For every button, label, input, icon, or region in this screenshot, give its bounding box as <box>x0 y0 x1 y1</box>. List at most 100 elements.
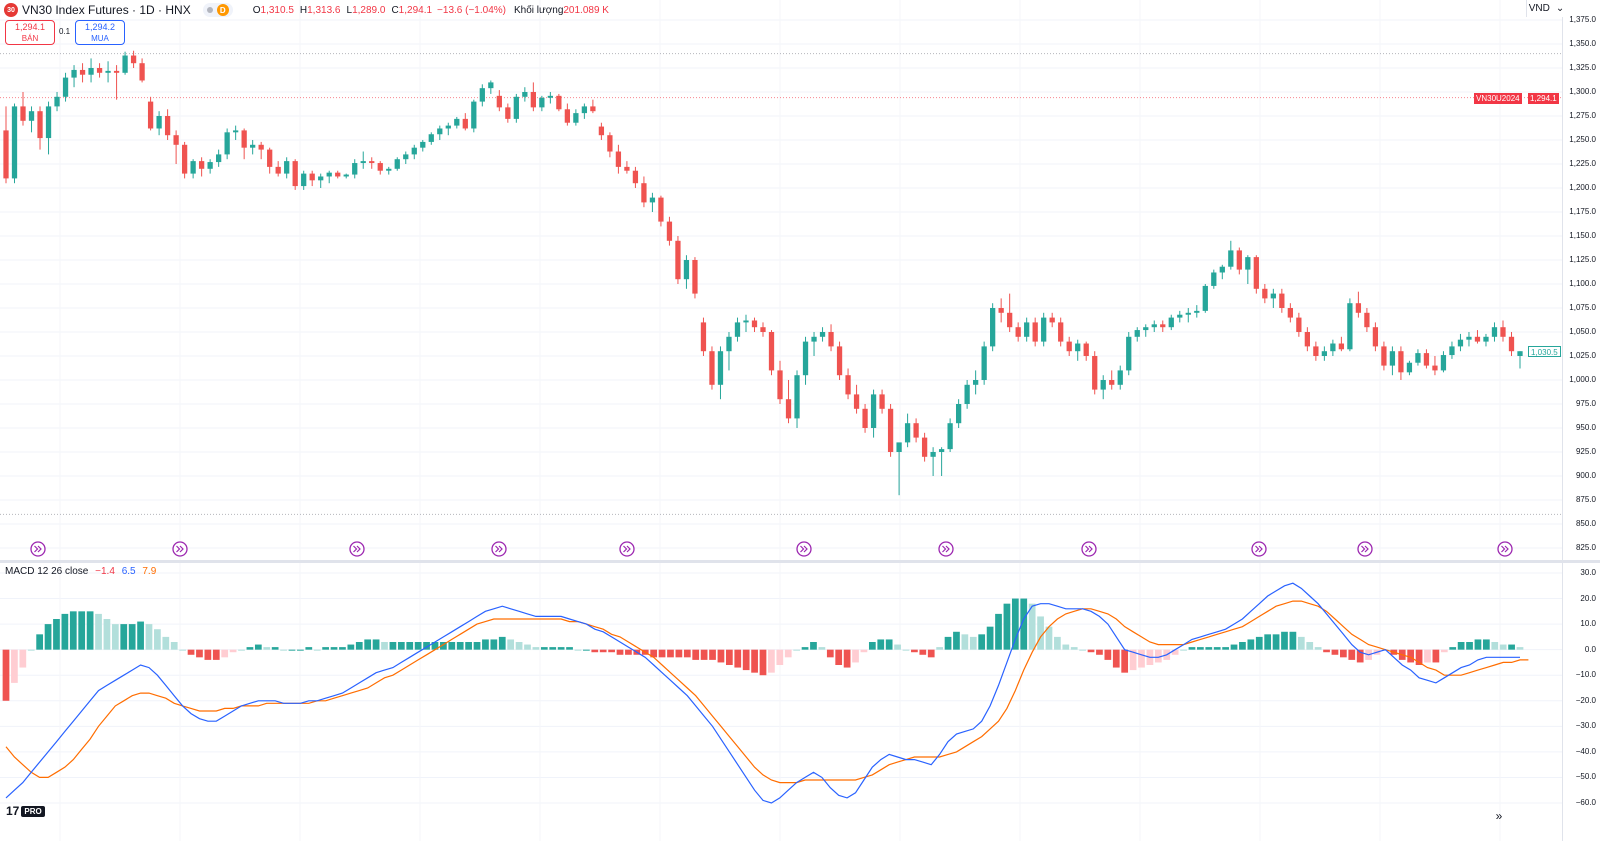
price-tick-label: 1,150.0 <box>1569 231 1596 240</box>
event-marker-icon <box>1497 541 1513 557</box>
symbol-logo-icon[interactable]: 30 <box>4 3 18 17</box>
price-pane[interactable] <box>0 0 1562 560</box>
candle-body <box>1185 312 1191 315</box>
candle-body <box>1049 317 1055 323</box>
macd-legend[interactable]: MACD 12 26 close −1.4 6.5 7.9 <box>5 566 156 577</box>
macd-histogram-bar <box>473 642 481 650</box>
macd-histogram-bar <box>414 642 422 650</box>
event-marker-icon <box>1251 541 1267 557</box>
candle-body <box>675 240 681 280</box>
macd-histogram-bar <box>204 649 212 660</box>
candle-body <box>1457 339 1464 347</box>
current-price-tag[interactable]: 1,030.5 <box>1528 345 1561 357</box>
last-price-tag[interactable]: 1,294.1 <box>1528 92 1559 104</box>
macd-histogram-bar <box>137 621 144 650</box>
candle-body <box>479 88 485 102</box>
price-tick-label: 1,050.0 <box>1569 327 1596 336</box>
candle-body <box>1491 327 1498 337</box>
macd-histogram-bar <box>347 644 355 650</box>
scroll-right-icon[interactable]: » <box>1495 809 1503 823</box>
macd-histogram-bar <box>431 642 439 650</box>
macd-tick-label: −40.0 <box>1575 746 1596 756</box>
candle-body <box>1500 327 1506 337</box>
price-axis[interactable]: 1,375.0 1,350.0 1,325.0 1,300.0 1,275.0 1,250… <box>1562 0 1600 560</box>
tradingview-logo[interactable]: 17 PRO <box>6 804 45 818</box>
sell-label: BÁN <box>21 34 39 43</box>
macd-histogram-bar <box>667 649 674 658</box>
candle-body <box>658 197 664 222</box>
candle-body <box>122 55 128 73</box>
macd-histogram-bar <box>1466 642 1473 650</box>
event-marker-icon <box>796 541 812 557</box>
candle-body <box>190 161 196 174</box>
candle-body <box>1415 353 1421 363</box>
candle-body <box>1381 346 1387 366</box>
macd-axis[interactable]: 30.0 20.0 10.0 0.0 −10.0 −20.0 −30.0 −40.0 −50.0… <box>1562 563 1600 841</box>
macd-histogram-bar <box>885 639 893 650</box>
price-tick-label: 850.0 <box>1575 519 1596 528</box>
macd-histogram-bar <box>1112 649 1120 668</box>
candlestick-chart[interactable] <box>0 0 1562 560</box>
macd-histogram-bar <box>1037 616 1044 650</box>
candle-body <box>369 161 375 164</box>
macd-histogram-bar <box>566 647 573 650</box>
interval-pill[interactable]: D <box>202 3 233 17</box>
macd-histogram-bar <box>1272 634 1280 650</box>
macd-histogram-bar <box>784 649 792 658</box>
candle-body <box>581 106 588 114</box>
candle-body <box>377 163 383 171</box>
macd-histogram-bar <box>995 613 1002 650</box>
candle-body <box>258 144 264 150</box>
macd-histogram-bar <box>608 649 615 653</box>
macd-histogram-bar <box>919 649 927 655</box>
macd-histogram-bar <box>1508 644 1515 650</box>
symbol-title[interactable]: VN30 Index Futures · 1D · HNX <box>22 3 191 17</box>
macd-histogram-bar <box>1070 647 1078 650</box>
candle-body <box>386 168 392 171</box>
candle-body <box>649 197 656 203</box>
currency-selector[interactable]: VND ⌄ <box>1526 0 1566 17</box>
candle-body <box>292 161 298 187</box>
macd-histogram-bar <box>826 649 834 658</box>
macd-histogram-bar <box>1003 603 1011 650</box>
candle-body <box>326 172 332 177</box>
candle-body <box>921 437 928 457</box>
candle-body <box>403 154 409 160</box>
macd-histogram-bar <box>313 649 321 651</box>
macd-histogram-bar <box>465 642 472 650</box>
candle-body <box>1321 351 1328 356</box>
pro-badge: PRO <box>21 805 45 817</box>
macd-histogram-bar <box>599 649 607 653</box>
macd-histogram-bar <box>490 639 498 650</box>
macd-histogram-bar <box>170 642 178 650</box>
candle-body <box>1117 370 1123 385</box>
pane-divider[interactable] <box>0 560 1600 563</box>
macd-histogram-bar <box>852 649 859 663</box>
macd-histogram-bar <box>776 649 784 665</box>
macd-histogram-bar <box>742 649 750 671</box>
candle-body <box>3 130 9 179</box>
sell-button[interactable]: 1,294.1 BÁN <box>5 20 55 45</box>
macd-tick-label: −50.0 <box>1575 772 1596 782</box>
buy-button[interactable]: 1,294.2 MUA <box>75 20 125 45</box>
macd-histogram-bar <box>280 649 287 651</box>
candle-body <box>1160 324 1166 328</box>
candle-body <box>437 128 443 135</box>
macd-tick-label: −10.0 <box>1575 670 1596 680</box>
macd-histogram-bar <box>625 649 632 655</box>
macd-signal-value: 7.9 <box>142 566 157 577</box>
price-tick-label: 1,250.0 <box>1569 135 1596 144</box>
candle-body <box>896 442 902 452</box>
event-marker-icon <box>1081 541 1097 557</box>
candle-body <box>1058 322 1064 342</box>
candle-body <box>760 327 766 332</box>
macd-pane[interactable] <box>0 563 1562 841</box>
candle-body <box>28 111 35 121</box>
symbol-price-tag[interactable]: VN30U2024 <box>1474 92 1522 104</box>
candle-body <box>641 183 647 203</box>
macd-chart[interactable] <box>0 563 1562 841</box>
macd-histogram-bar <box>549 647 557 650</box>
macd-line <box>5 582 1520 804</box>
candle-body <box>309 173 315 181</box>
candle-body <box>505 107 511 119</box>
